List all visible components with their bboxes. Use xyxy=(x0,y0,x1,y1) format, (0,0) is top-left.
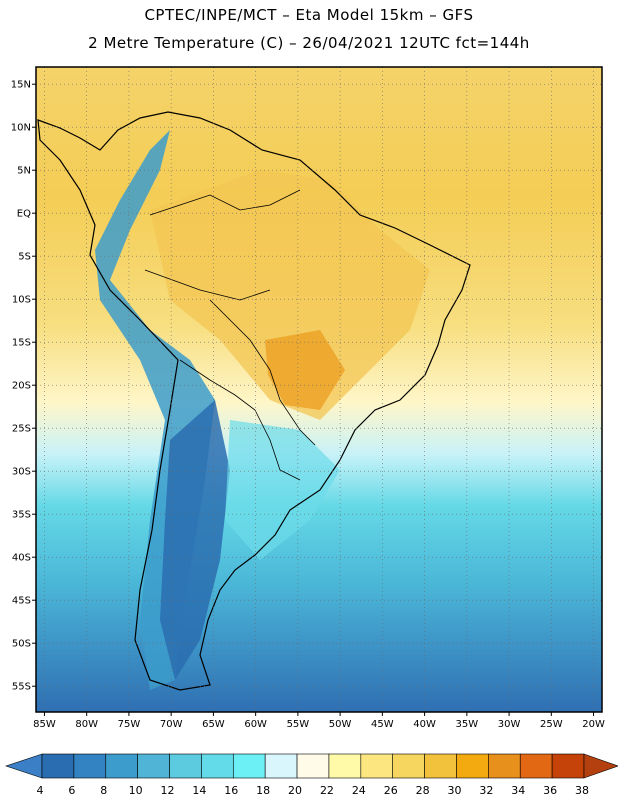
colorbar-swatch xyxy=(551,753,585,779)
colorbar-label: 36 xyxy=(543,784,557,797)
colorbar-swatch xyxy=(137,753,170,779)
colorbar-label: 22 xyxy=(320,784,334,797)
lat-tick-label: 30S xyxy=(12,467,31,478)
colorbar-swatch xyxy=(169,753,202,779)
colorbar-swatch xyxy=(105,753,138,779)
lon-tick-label: 65W xyxy=(202,719,225,730)
chart-title-line1: CPTEC/INPE/MCT – Eta Model 15km – GFS xyxy=(144,6,474,24)
colorbar-label: 18 xyxy=(256,784,270,797)
lat-tick-label: 55S xyxy=(12,682,31,693)
lat-tick-label: 20S xyxy=(12,381,31,392)
colorbar-swatch xyxy=(519,753,553,779)
map-frame xyxy=(35,66,603,713)
lat-tick-label: 35S xyxy=(12,510,31,521)
colorbar-label: 8 xyxy=(100,784,107,797)
lon-tick-label: 60W xyxy=(244,719,267,730)
lat-tick-label: 5N xyxy=(17,166,31,177)
lon-tick-label: 45W xyxy=(371,719,394,730)
patagonia-cold-region xyxy=(160,400,230,680)
lat-tick-label: 50S xyxy=(12,639,31,650)
colorbar-under-arrow xyxy=(5,753,43,779)
temperature-field xyxy=(36,67,602,712)
colorbar-label: 32 xyxy=(479,784,493,797)
lon-tick-label: 75W xyxy=(118,719,141,730)
lat-tick-label: 10N xyxy=(11,123,31,134)
lon-tick-label: 80W xyxy=(75,719,98,730)
colorbar-swatch xyxy=(201,753,234,779)
colorbar-swatch xyxy=(424,753,457,779)
lon-tick-label: 70W xyxy=(160,719,183,730)
colorbar-label: 28 xyxy=(416,784,430,797)
lon-tick-label: 50W xyxy=(329,719,352,730)
colorbar-swatch xyxy=(392,753,425,779)
colorbar-label: 26 xyxy=(384,784,398,797)
lon-tick-label: 35W xyxy=(456,719,479,730)
lon-tick-label: 30W xyxy=(498,719,521,730)
colorbar-label: 10 xyxy=(129,784,143,797)
colorbar: 4 6 8 10 12 14 16 18 20 22 24 26 28 30 32 34 36 38 xyxy=(5,753,618,797)
colorbar-label: 20 xyxy=(288,784,302,797)
colorbar-over-arrow xyxy=(583,753,618,779)
lat-tick-label: 5S xyxy=(18,252,31,263)
colorbar-label: 30 xyxy=(447,784,461,797)
latitude-tick-labels: 15N 10N 5N EQ 5S 10S 15S 20S 25S 30S 35S 40S 45S 50S 5… xyxy=(11,80,36,693)
colorbar-label: 14 xyxy=(192,784,206,797)
colorbar-swatch xyxy=(73,753,107,779)
colorbar-swatch xyxy=(232,753,266,779)
hot-spot-region xyxy=(265,330,345,410)
colorbar-swatch xyxy=(41,753,75,779)
colorbar-swatch xyxy=(360,753,394,779)
southeast-cool-region xyxy=(225,420,340,560)
colorbar-label: 34 xyxy=(511,784,525,797)
colorbar-swatch xyxy=(328,753,362,779)
colorbar-swatch xyxy=(296,753,330,779)
lon-tick-label: 20W xyxy=(582,719,605,730)
lat-tick-label: 15N xyxy=(11,80,31,91)
chart-title-line2: 2 Metre Temperature (C) – 26/04/2021 12U… xyxy=(88,34,530,52)
colorbar-swatch xyxy=(488,753,521,779)
country-borders xyxy=(144,189,316,481)
lat-tick-label: 10S xyxy=(12,295,31,306)
lat-tick-label: 45S xyxy=(12,596,31,607)
lat-tick-label: 15S xyxy=(12,338,31,349)
colorbar-label: 6 xyxy=(68,784,75,797)
colorbar-swatch xyxy=(264,753,298,779)
lat-tick-label: 40S xyxy=(12,553,31,564)
colorbar-label: 16 xyxy=(224,784,238,797)
lat-tick-label: EQ xyxy=(17,209,31,220)
lon-tick-label: 40W xyxy=(413,719,436,730)
lon-tick-label: 25W xyxy=(540,719,563,730)
south-america-coastline xyxy=(37,111,471,691)
warm-interior-region xyxy=(150,170,430,420)
colorbar-label: 38 xyxy=(575,784,589,797)
lon-tick-label: 55W xyxy=(287,719,310,730)
lat-tick-label: 25S xyxy=(12,424,31,435)
colorbar-swatch xyxy=(456,753,489,779)
lon-tick-label: 85W xyxy=(33,719,56,730)
colorbar-label: 12 xyxy=(161,784,175,797)
colorbar-label: 4 xyxy=(37,784,44,797)
colorbar-label: 24 xyxy=(352,784,366,797)
longitude-tick-labels: 85W 80W 75W 70W 65W 60W 55W 50W 45W 40W 35W 30W 25W 2… xyxy=(33,712,605,730)
